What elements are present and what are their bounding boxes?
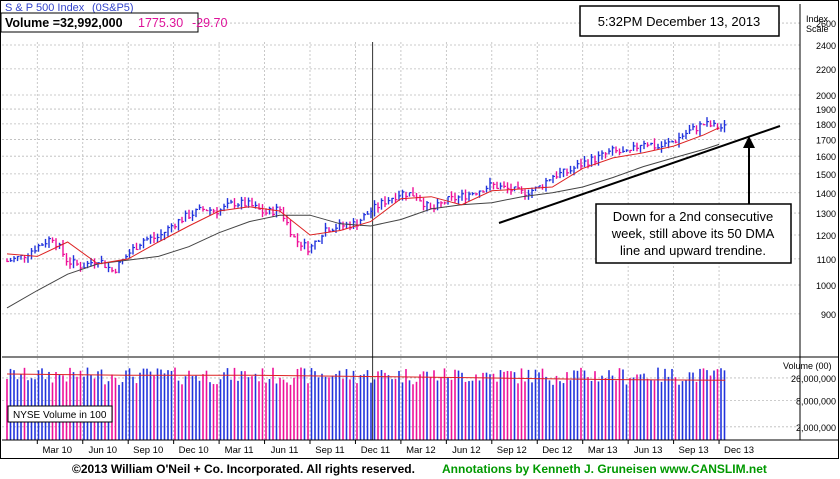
price-tick-label: 1500 xyxy=(816,170,836,180)
time-tick-label: Mar 11 xyxy=(225,445,254,456)
price-tick-label: 2200 xyxy=(816,65,836,75)
volume-average-line xyxy=(6,373,726,381)
timestamp: 5:32PM December 13, 2013 xyxy=(598,14,761,29)
annotation-box xyxy=(595,203,792,264)
price-tick-label: 1600 xyxy=(816,152,836,162)
price-tick-label: 1200 xyxy=(816,231,836,241)
time-tick-label: Sep 13 xyxy=(679,445,709,456)
time-tick-label: Jun 11 xyxy=(271,445,299,456)
annotation-line-3: line and upward trendine. xyxy=(620,243,766,258)
price-panel xyxy=(6,117,727,309)
axes: 900 1000 1100 1200 1300 1400 1500 1600 1700 1800 1… xyxy=(2,4,839,456)
ma-50-line xyxy=(6,127,720,265)
price-tick-label: 2000 xyxy=(816,91,836,101)
volume-tick-label: 26,000,000 xyxy=(791,374,836,384)
price-tick-label: 1100 xyxy=(817,255,836,265)
annotation-arrow-head xyxy=(743,136,755,148)
volume-tick-label: 8,000,000 xyxy=(796,396,836,406)
copyright: ©2013 William O'Neil + Co. Incorporated.… xyxy=(72,462,415,476)
ma-200-line xyxy=(6,143,720,309)
index-axis-title-2: Scale xyxy=(806,24,829,34)
volume-label: NYSE Volume in 100 xyxy=(13,410,107,421)
quote-box xyxy=(0,12,199,33)
time-tick-label: Dec 11 xyxy=(361,445,390,456)
annotation-line-1: Down for a 2nd consecutive xyxy=(613,209,773,224)
time-tick-label: Dec 12 xyxy=(542,445,572,456)
timestamp-box xyxy=(579,5,780,37)
time-tick-label: Sep 11 xyxy=(315,445,344,456)
annotation-line-2: week, still above its 50 DMA xyxy=(611,226,775,241)
time-tick-label: Jun 13 xyxy=(634,445,663,456)
time-tick-label: Dec 13 xyxy=(724,445,754,456)
price-tick-label: 1800 xyxy=(816,120,836,130)
time-tick-label: Jun 12 xyxy=(452,445,481,456)
time-tick-label: Mar 10 xyxy=(43,445,73,456)
volume-text: Volume =32,992,000 xyxy=(5,16,123,30)
index-symbol: (0S&P5) xyxy=(92,2,134,14)
time-tick-label: Dec 10 xyxy=(179,445,209,456)
price-tick-label: 1900 xyxy=(816,105,836,115)
price-tick-label: 1400 xyxy=(816,189,836,199)
price-tick-label: 1000 xyxy=(816,281,836,291)
time-tick-label: Jun 10 xyxy=(88,445,117,456)
price-tick-label: 1300 xyxy=(816,209,836,219)
trendline xyxy=(498,125,781,224)
price-value: 1775.30 xyxy=(138,16,183,30)
volume-tick-label: 2,000,000 xyxy=(796,423,836,433)
volume-axis-title: Volume (00) xyxy=(783,361,832,371)
time-tick-label: Sep 10 xyxy=(133,445,163,456)
annotation-credit: Annotations by Kenneth J. Gruneisen www.… xyxy=(442,462,767,476)
volume-label-box xyxy=(7,405,113,423)
price-tick-label: 900 xyxy=(821,310,836,320)
index-axis-title-1: Index xyxy=(806,14,829,24)
time-tick-label: Mar 13 xyxy=(588,445,618,456)
price-tick-label: 1700 xyxy=(816,136,836,146)
price-tick-label: 2600 xyxy=(816,19,836,29)
time-tick-label: Sep 12 xyxy=(497,445,527,456)
volume-panel xyxy=(6,367,726,440)
index-title: S & P 500 Index xyxy=(5,2,85,14)
time-tick-label: Mar 12 xyxy=(406,445,436,456)
price-change: -29.70 xyxy=(192,16,227,30)
price-tick-label: 2400 xyxy=(816,41,836,51)
